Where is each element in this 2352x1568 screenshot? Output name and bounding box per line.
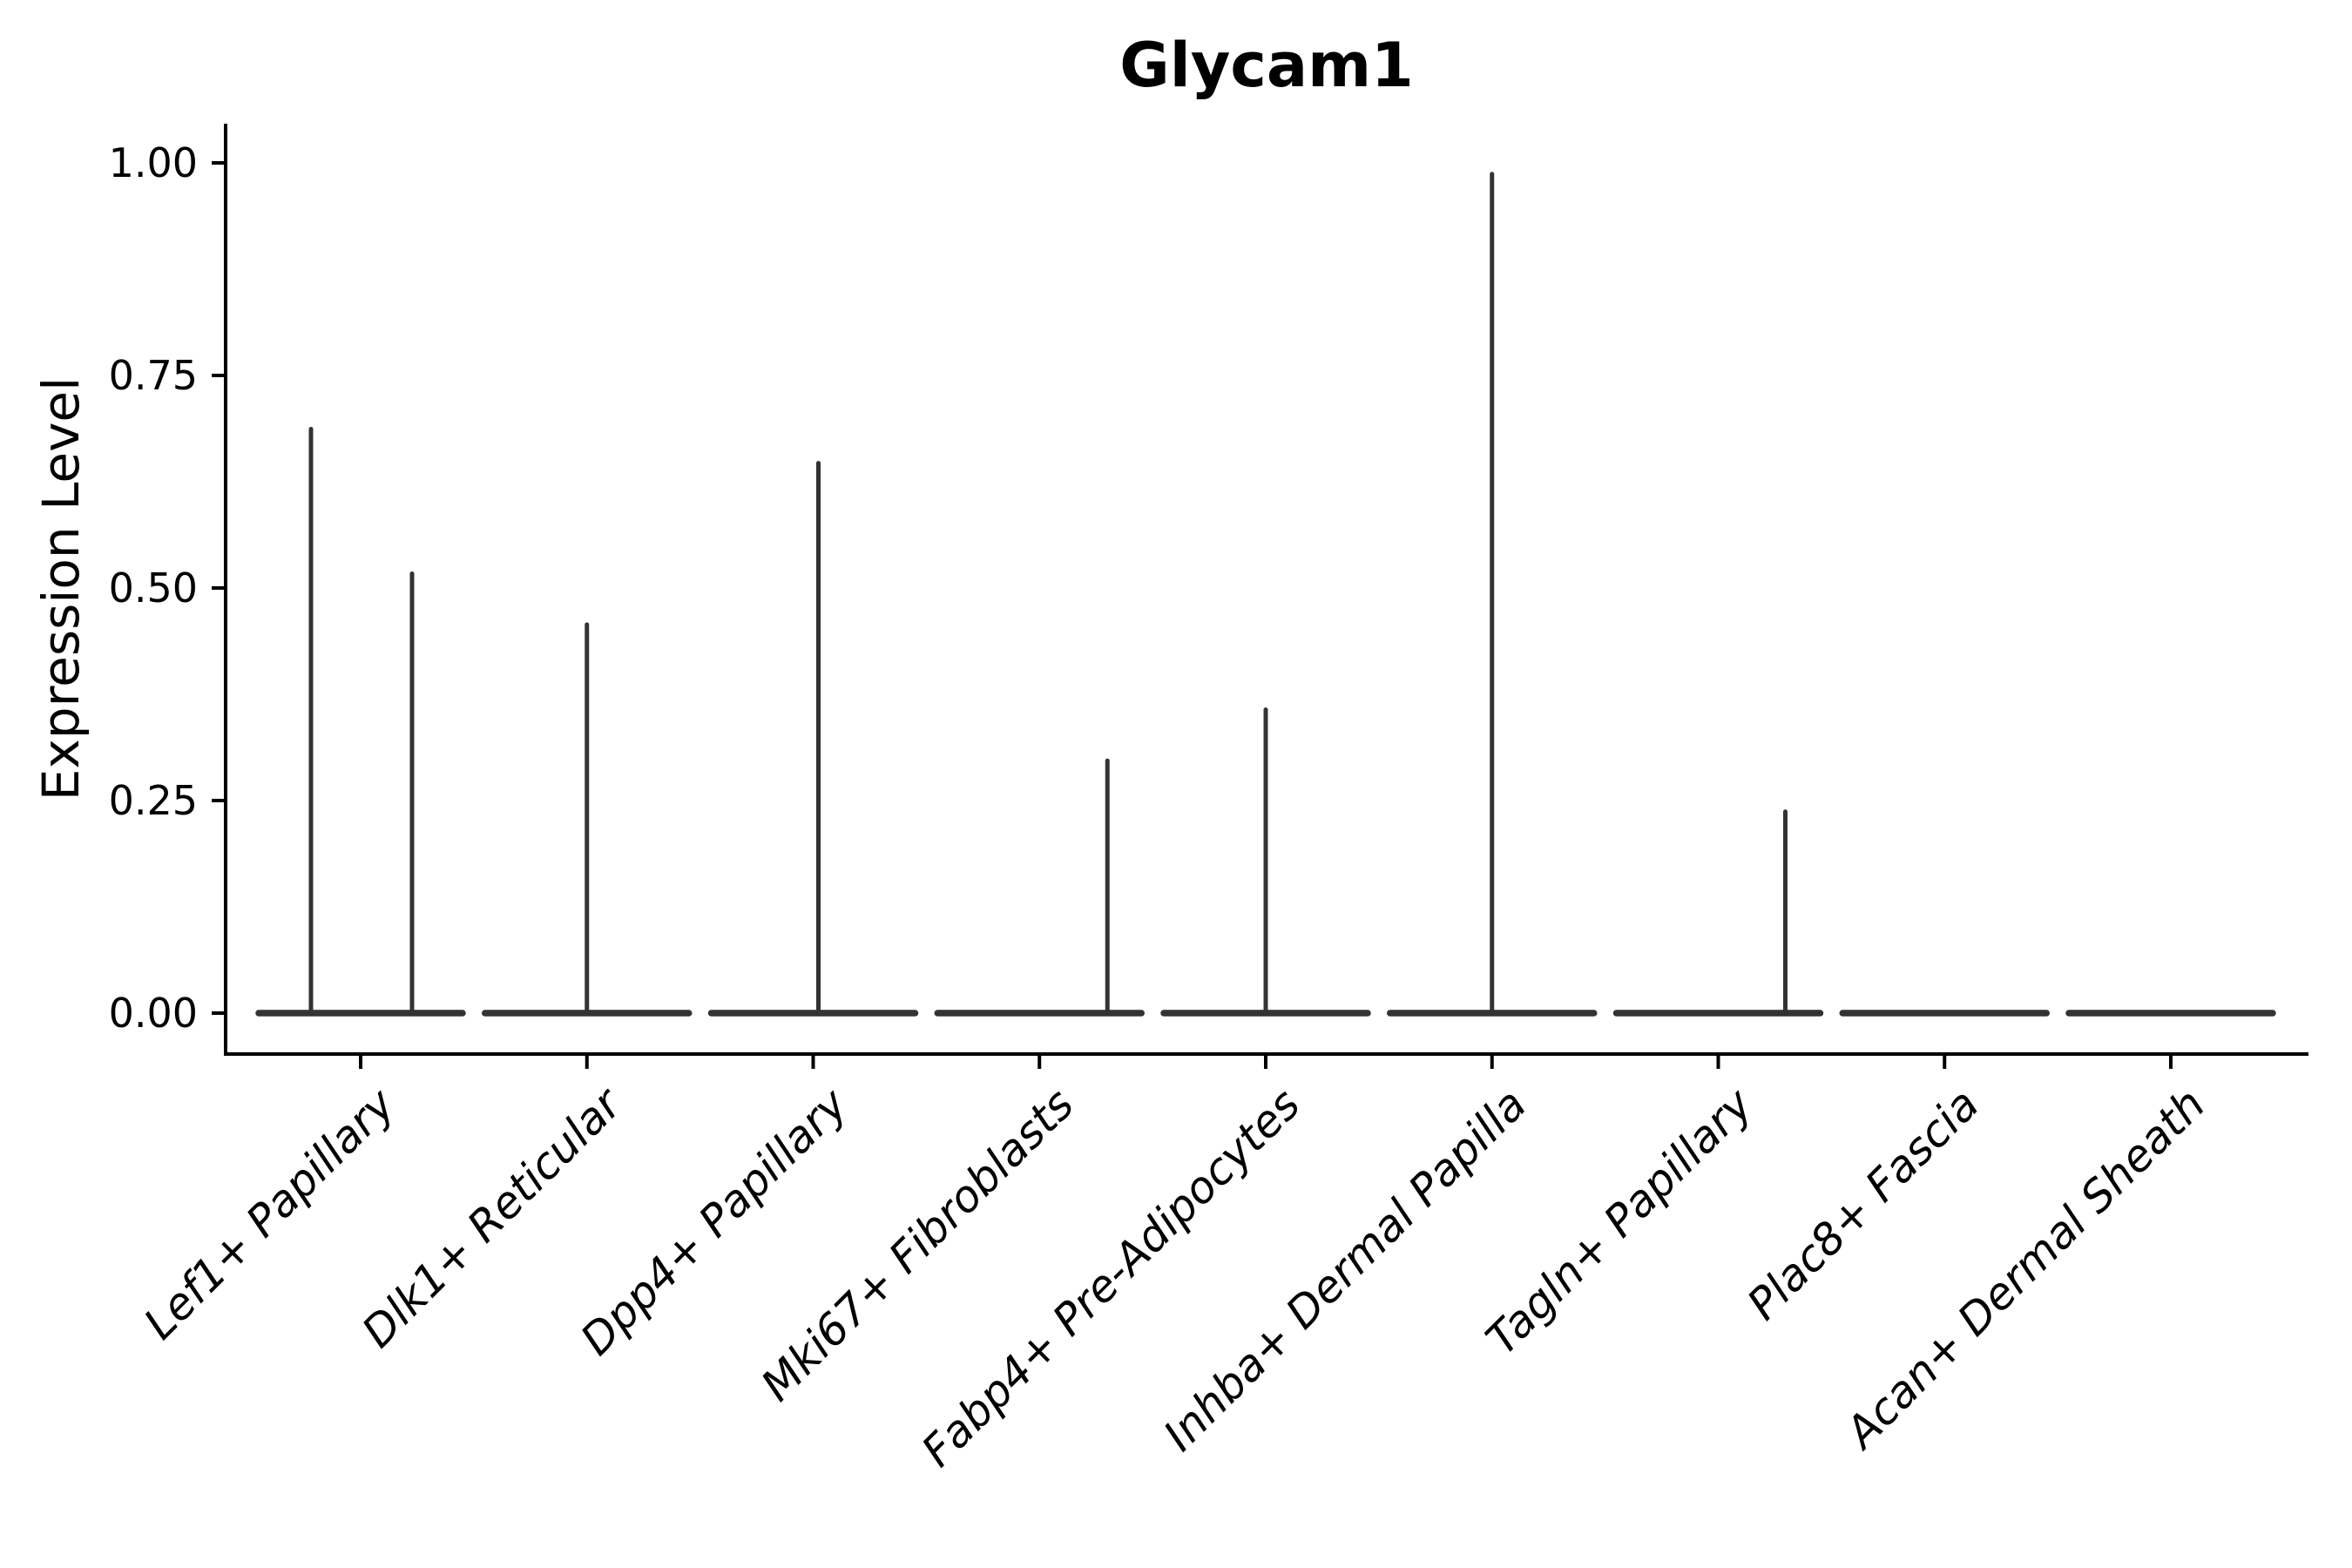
axis-spines — [224, 124, 2308, 1056]
y-tick-label: 0.75 — [109, 352, 198, 399]
x-tick-label: Plac8+ Fascia — [1738, 1078, 1989, 1329]
chart-title: Glycam1 — [1119, 30, 1414, 101]
x-tick-label: Acan+ Dermal Sheath — [1835, 1078, 2215, 1459]
y-tick-label: 0.50 — [109, 564, 198, 612]
y-tick-label: 0.00 — [109, 990, 198, 1037]
x-tick-label: Inhba+ Dermal Papilla — [1154, 1078, 1536, 1460]
y-tick-label: 1.00 — [109, 139, 198, 186]
y-tick-label: 0.25 — [109, 777, 198, 824]
x-tick-label: Fabp4+ Pre-Adipocytes — [912, 1078, 1310, 1477]
